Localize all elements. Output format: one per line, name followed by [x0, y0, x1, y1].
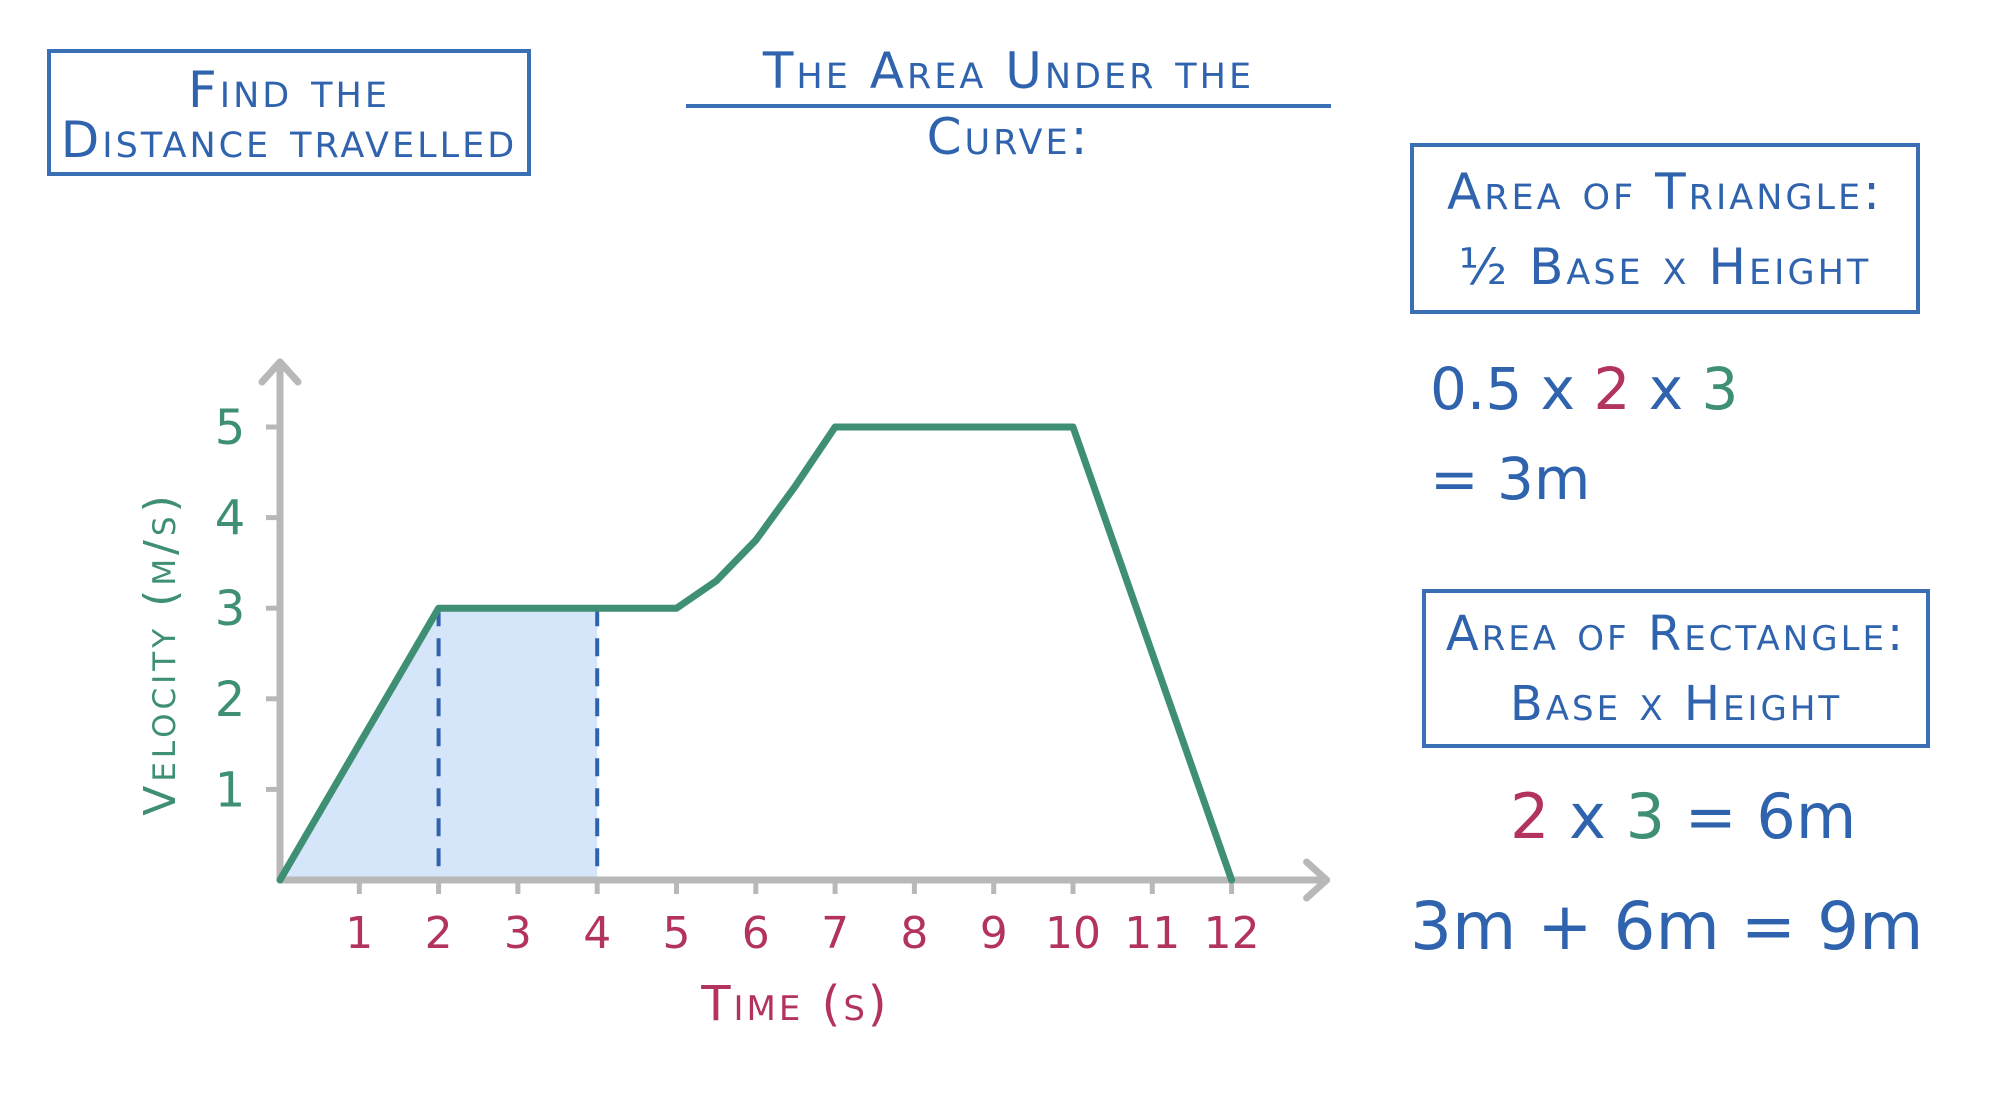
x-tick-label-2: 2	[425, 908, 453, 959]
rectangle-formula: Base x Height	[1509, 676, 1843, 732]
x-axis-arrow	[1303, 858, 1331, 902]
triangle-calculation: 0.5 x 2 x 3	[1430, 355, 1738, 423]
x-tick-label-4: 4	[583, 908, 611, 959]
triangle-result: = 3m	[1430, 445, 1591, 513]
rect-calc-base: 2	[1510, 780, 1550, 853]
x-tick-label-9: 9	[980, 908, 1008, 959]
triangle-calc-base: 2	[1593, 355, 1631, 423]
x-axis-title: Time (s)	[700, 976, 889, 1032]
heading: The Area Under the Curve:	[686, 38, 1331, 166]
rect-calc-times: x	[1549, 780, 1626, 853]
triangle-calc-height: 3	[1701, 355, 1739, 423]
y-axis-arrow	[258, 358, 302, 386]
triangle-formula: ½ Base x Height	[1458, 238, 1872, 296]
x-tick-label-3: 3	[504, 908, 532, 959]
y-axis-title: Velocity (m/s)	[135, 491, 186, 815]
title-line-2: Distance travelled	[60, 111, 518, 169]
x-tick-label-1: 1	[345, 908, 373, 959]
rectangle-formula-title: Area of Rectangle:	[1445, 606, 1907, 662]
y-tick-label-1: 1	[215, 762, 246, 818]
x-tick-label-5: 5	[663, 908, 691, 959]
rect-calc-height: 3	[1625, 780, 1666, 853]
triangle-formula-box: Area of Triangle: ½ Base x Height	[1410, 143, 1920, 314]
rectangle-formula-box: Area of Rectangle: Base x Height	[1422, 589, 1930, 748]
triangle-calc-half: 0.5 x	[1430, 355, 1594, 423]
triangle-formula-title: Area of Triangle:	[1447, 163, 1883, 221]
y-tick-label-5: 5	[215, 400, 246, 456]
y-tick-label-4: 4	[215, 491, 246, 547]
x-tick-label-8: 8	[900, 908, 928, 959]
rectangle-calculation: 2 x 3 = 6m	[1510, 780, 1856, 853]
triangle-calc-times: x	[1630, 355, 1702, 423]
rect-calc-result: = 6m	[1665, 780, 1857, 853]
x-tick-label-7: 7	[821, 908, 849, 959]
x-tick-label-6: 6	[742, 908, 770, 959]
total-distance: 3m + 6m = 9m	[1410, 888, 1924, 965]
velocity-line	[276, 423, 1236, 884]
y-tick-label-2: 2	[215, 672, 246, 728]
y-tick-label-3: 3	[215, 581, 246, 637]
x-tick-label-12: 12	[1204, 908, 1260, 959]
title-box: Find the Distance travelled	[47, 49, 531, 176]
x-tick-label-10: 10	[1045, 908, 1101, 959]
title-line-1: Find the	[188, 61, 390, 119]
x-tick-label-11: 11	[1124, 908, 1180, 959]
